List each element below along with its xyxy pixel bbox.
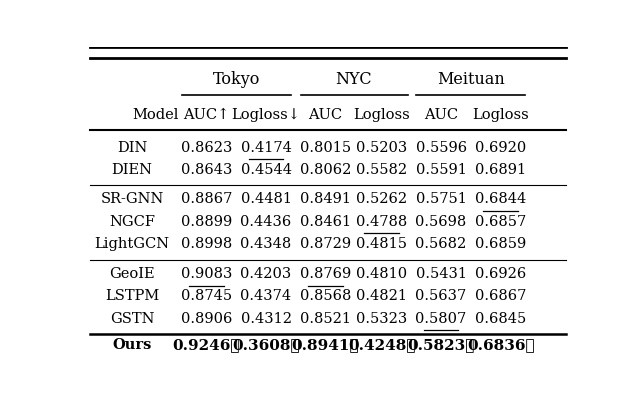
Text: 0.5323: 0.5323 [356,312,407,326]
Text: NGCF: NGCF [109,214,155,229]
Text: 0.9083: 0.9083 [180,267,232,281]
Text: 0.9246★: 0.9246★ [173,338,240,352]
Text: 0.8623: 0.8623 [180,141,232,155]
Text: 0.6836★: 0.6836★ [467,338,534,352]
Text: GeoIE: GeoIE [109,267,155,281]
Text: 0.8941★: 0.8941★ [292,338,359,352]
Text: 0.6845: 0.6845 [475,312,526,326]
Text: SR-GNN: SR-GNN [100,192,164,207]
Text: 0.5203: 0.5203 [356,141,407,155]
Text: 0.5262: 0.5262 [356,192,407,207]
Text: 0.6857: 0.6857 [475,214,526,229]
Text: 0.4481: 0.4481 [241,192,291,207]
Text: DIEN: DIEN [111,163,152,177]
Text: DIN: DIN [117,141,147,155]
Text: 0.4544: 0.4544 [241,163,291,177]
Text: 0.3608★: 0.3608★ [232,338,300,352]
Text: 0.8867: 0.8867 [180,192,232,207]
Text: 0.4174: 0.4174 [241,141,291,155]
Text: Tokyo: Tokyo [212,71,260,88]
Text: 0.8998: 0.8998 [181,237,232,250]
Text: 0.6891: 0.6891 [475,163,526,177]
Text: 0.8769: 0.8769 [300,267,351,281]
Text: 0.8521: 0.8521 [300,312,351,326]
Text: 0.4248★: 0.4248★ [348,338,415,352]
Text: 0.5596: 0.5596 [415,141,467,155]
Text: LSTPM: LSTPM [105,289,159,303]
Text: 0.5682: 0.5682 [415,237,467,250]
Text: 0.8906: 0.8906 [180,312,232,326]
Text: 0.5637: 0.5637 [415,289,467,303]
Text: 0.6867: 0.6867 [475,289,526,303]
Text: 0.4348: 0.4348 [241,237,292,250]
Text: AUC: AUC [424,108,458,122]
Text: 0.4788: 0.4788 [356,214,407,229]
Text: 0.4810: 0.4810 [356,267,407,281]
Text: 0.8899: 0.8899 [181,214,232,229]
Text: Logloss↓: Logloss↓ [232,108,301,122]
Text: 0.8491: 0.8491 [300,192,351,207]
Text: 0.4815: 0.4815 [356,237,407,250]
Text: 0.4436: 0.4436 [241,214,292,229]
Text: 0.5823★: 0.5823★ [408,338,475,352]
Text: AUC: AUC [308,108,342,122]
Text: 0.6920: 0.6920 [475,141,526,155]
Text: 0.4312: 0.4312 [241,312,291,326]
Text: 0.6844: 0.6844 [475,192,526,207]
Text: 0.5591: 0.5591 [415,163,467,177]
Text: 0.8745: 0.8745 [181,289,232,303]
Text: AUC↑: AUC↑ [183,108,230,122]
Text: 0.8062: 0.8062 [300,163,351,177]
Text: 0.5751: 0.5751 [415,192,467,207]
Text: 0.8643: 0.8643 [180,163,232,177]
Text: NYC: NYC [335,71,372,88]
Text: Ours: Ours [113,338,152,352]
Text: Logloss: Logloss [353,108,410,122]
Text: 0.6926: 0.6926 [475,267,526,281]
Text: 0.5431: 0.5431 [415,267,467,281]
Text: GSTN: GSTN [110,312,154,326]
Text: 0.4374: 0.4374 [241,289,292,303]
Text: Meituan: Meituan [437,71,505,88]
Text: 0.8461: 0.8461 [300,214,351,229]
Text: Logloss: Logloss [472,108,529,122]
Text: 0.5807: 0.5807 [415,312,467,326]
Text: LightGCN: LightGCN [95,237,170,250]
Text: 0.6859: 0.6859 [475,237,526,250]
Text: 0.5582: 0.5582 [356,163,407,177]
Text: 0.4821: 0.4821 [356,289,407,303]
Text: 0.8729: 0.8729 [300,237,351,250]
Text: 0.8015: 0.8015 [300,141,351,155]
Text: 0.5698: 0.5698 [415,214,467,229]
Text: 0.8568: 0.8568 [300,289,351,303]
Text: Model: Model [132,108,179,122]
Text: 0.4203: 0.4203 [241,267,292,281]
